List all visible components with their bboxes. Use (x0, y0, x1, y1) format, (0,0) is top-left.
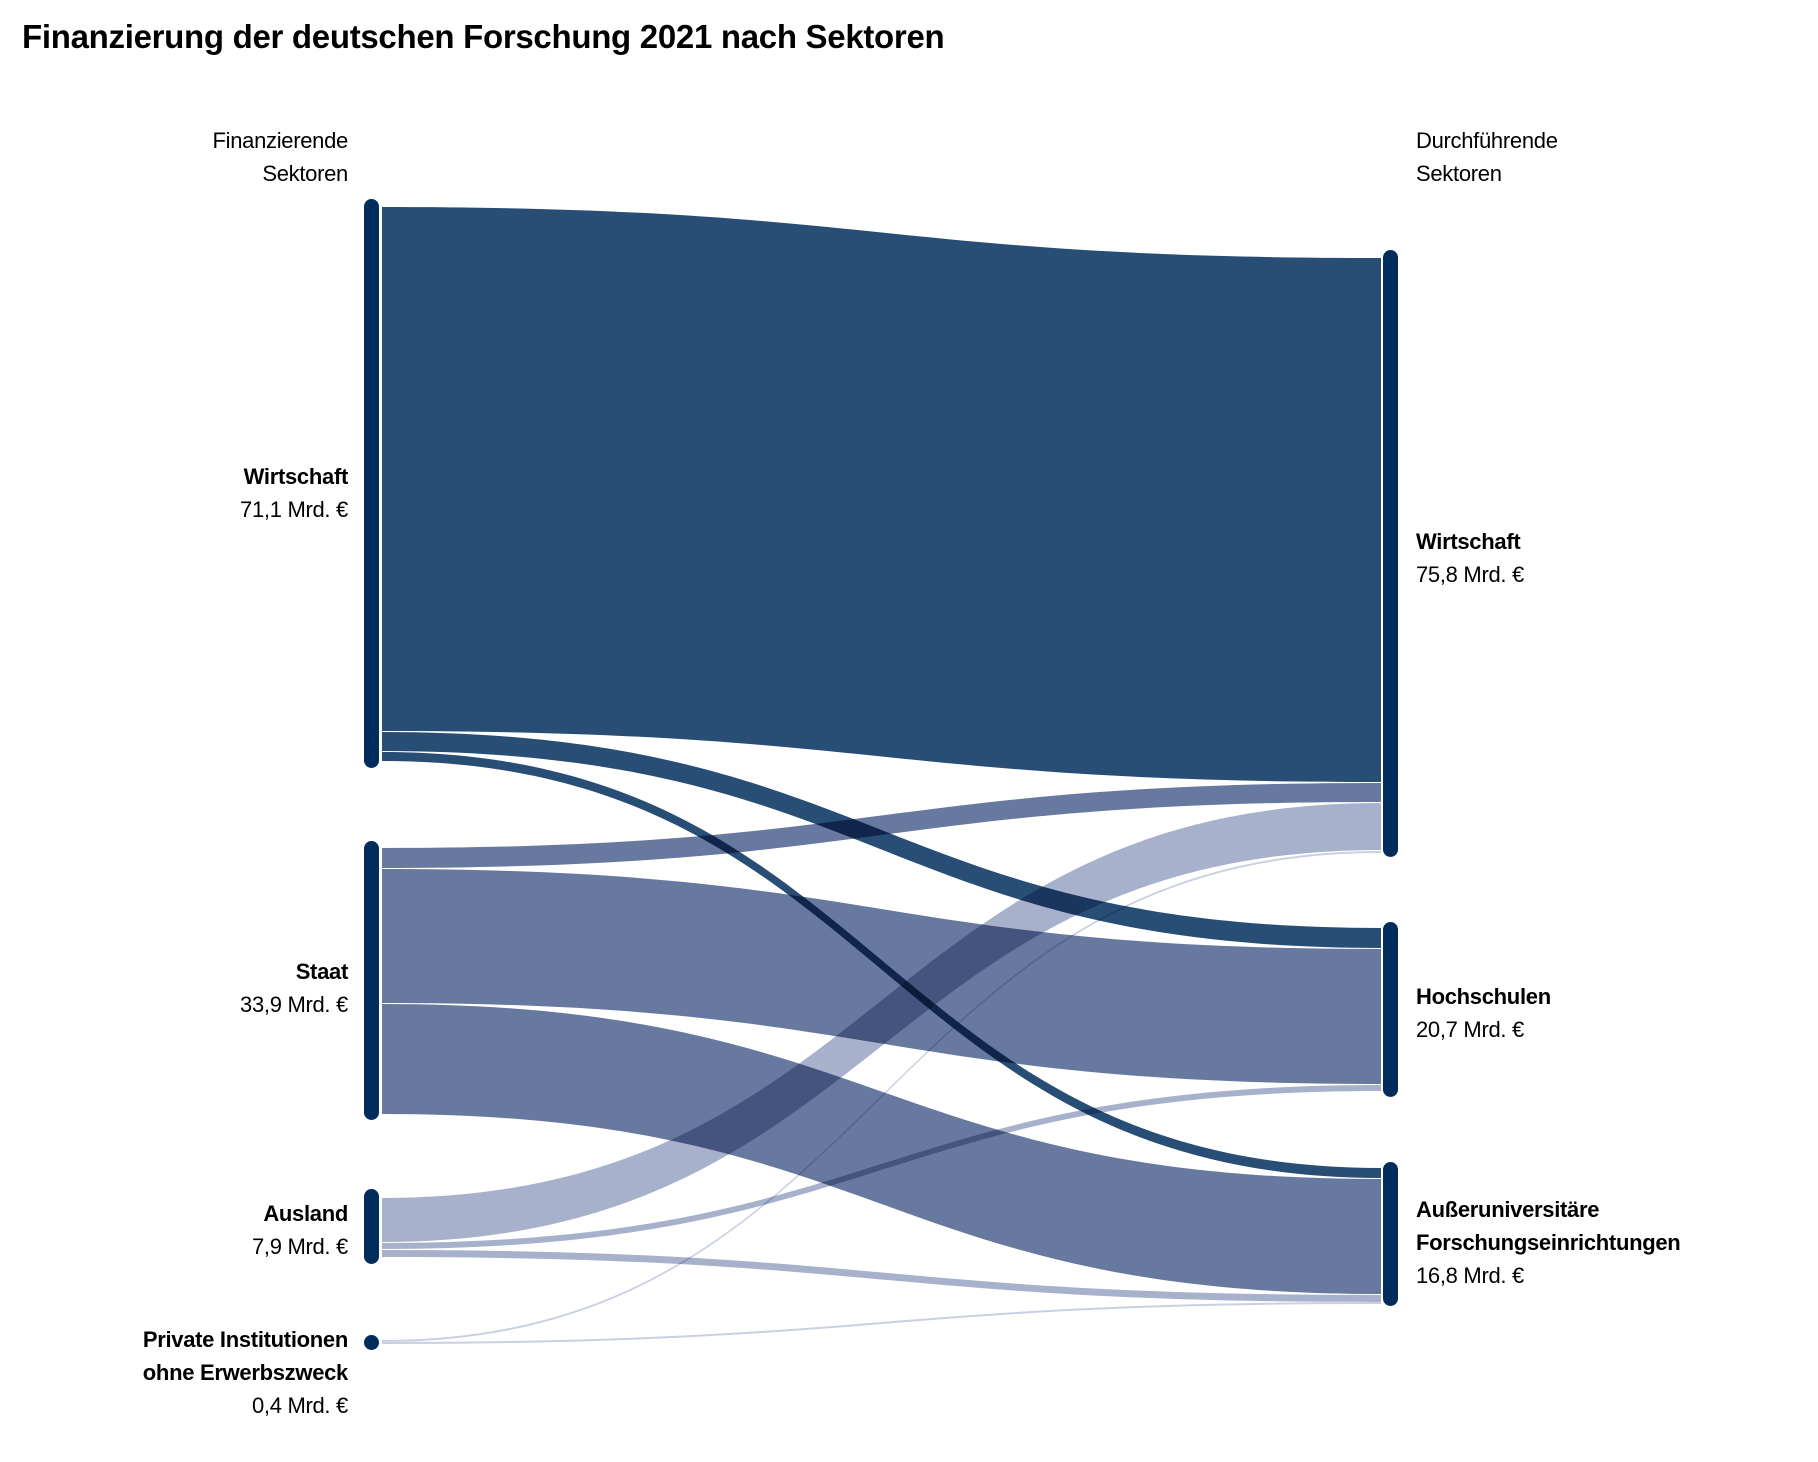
source-name-line-2: ohne Erwerbszweck (142, 1360, 349, 1385)
sankey-node-bars (364, 199, 1398, 1350)
right-header-line-2: Sektoren (1416, 161, 1502, 186)
source-bar-ausland (364, 1189, 379, 1264)
source-bar-wirtschaft (364, 199, 379, 768)
target-label-auf: Außeruniversitäre Forschungseinrichtunge… (1416, 1193, 1681, 1292)
source-bar-staat (364, 841, 379, 1120)
source-label-ausland: Ausland 7,9 Mrd. € (252, 1197, 348, 1263)
sankey-flow-7 (382, 1085, 1381, 1249)
source-label-staat: Staat 33,9 Mrd. € (240, 955, 348, 1021)
target-name: Hochschulen (1416, 984, 1551, 1009)
source-label-wirtschaft: Wirtschaft 71,1 Mrd. € (240, 460, 348, 526)
sankey-flow-8 (382, 1250, 1381, 1302)
target-value: 16,8 Mrd. € (1416, 1263, 1524, 1288)
chart-title: Finanzierung der deutschen Forschung 202… (22, 18, 945, 55)
source-value: 7,9 Mrd. € (251, 1234, 348, 1259)
source-value: 33,9 Mrd. € (240, 992, 348, 1017)
target-label-wirtschaft: Wirtschaft 75,8 Mrd. € (1416, 525, 1524, 591)
sankey-flow-0 (382, 207, 1381, 782)
sankey-flow-3 (382, 783, 1381, 868)
target-bar-wirtschaft_t (1383, 250, 1398, 857)
target-bar-auf (1383, 1162, 1398, 1306)
left-header-line-2: Sektoren (262, 161, 348, 186)
target-label-hochschulen: Hochschulen 20,7 Mrd. € (1416, 980, 1551, 1046)
source-name: Staat (295, 959, 349, 984)
target-bar-hochschulen (1383, 922, 1398, 1097)
sankey-flow-6 (382, 803, 1381, 1242)
source-name: Ausland (263, 1201, 348, 1226)
sankey-flows (382, 207, 1381, 1344)
target-name: Wirtschaft (1416, 529, 1521, 554)
source-name: Wirtschaft (243, 464, 349, 489)
sankey-flow-1 (382, 732, 1381, 948)
right-column-header: Durchführende Sektoren (1416, 124, 1558, 190)
sankey-flow-4 (382, 869, 1381, 1084)
sankey-flow-9 (382, 851, 1381, 1342)
source-bar-private (364, 1335, 379, 1350)
target-value: 20,7 Mrd. € (1416, 1017, 1524, 1042)
target-value: 75,8 Mrd. € (1416, 562, 1524, 587)
source-label-private: Private Institutionen ohne Erwerbszweck … (142, 1323, 349, 1422)
sankey-flow-5 (382, 1004, 1381, 1294)
sankey-flow-10 (382, 1302, 1381, 1344)
source-value: 0,4 Mrd. € (251, 1393, 348, 1418)
left-column-header: Finanzierende Sektoren (212, 124, 348, 190)
right-header-line-1: Durchführende (1416, 128, 1558, 153)
source-name-line-1: Private Institutionen (142, 1327, 348, 1352)
target-name-line-2: Forschungseinrichtungen (1416, 1230, 1681, 1255)
target-name-line-1: Außeruniversitäre (1416, 1197, 1600, 1222)
left-header-line-1: Finanzierende (212, 128, 348, 153)
source-value: 71,1 Mrd. € (240, 497, 348, 522)
